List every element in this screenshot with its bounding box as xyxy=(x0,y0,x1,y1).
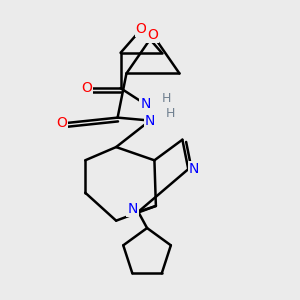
Text: N: N xyxy=(140,98,151,111)
Text: O: O xyxy=(136,22,147,36)
Text: N: N xyxy=(189,162,200,176)
Text: O: O xyxy=(81,81,92,95)
Text: O: O xyxy=(56,116,67,130)
Text: H: H xyxy=(166,107,175,120)
Text: O: O xyxy=(148,28,158,42)
Text: N: N xyxy=(145,114,155,128)
Text: N: N xyxy=(127,202,137,216)
Text: H: H xyxy=(161,92,171,105)
